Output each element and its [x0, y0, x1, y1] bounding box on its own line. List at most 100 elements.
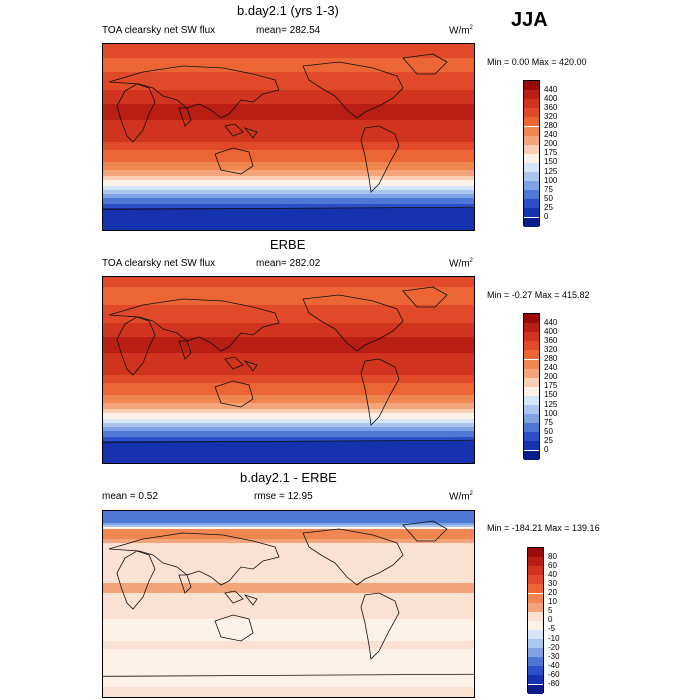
- colorbar-tick-label: 240: [544, 363, 558, 373]
- zonal-band: [103, 383, 474, 386]
- zonal-band: [103, 455, 474, 458]
- colorbar-swatch: [524, 323, 539, 333]
- zonal-band: [103, 341, 474, 344]
- zonal-band: [103, 164, 474, 167]
- colorbar-tick-label: 440: [544, 317, 558, 327]
- zonal-band: [103, 687, 474, 690]
- zonal-band: [103, 387, 474, 390]
- colorbar-swatch: [528, 548, 543, 558]
- zonal-band: [103, 54, 474, 57]
- zonal-band: [103, 226, 474, 229]
- colorbar-swatch: [524, 432, 539, 442]
- colorbar-swatch: [528, 602, 543, 612]
- colorbar-swatch: [528, 666, 543, 676]
- zonal-band: [103, 679, 474, 682]
- antarctic-coastline: [103, 673, 474, 677]
- colorbar-tick-label: 200: [544, 372, 558, 382]
- zonal-band: [103, 369, 474, 372]
- zonal-band: [103, 361, 474, 364]
- colorbar-swatch: [528, 593, 543, 603]
- zonal-band: [103, 621, 474, 624]
- zonal-band: [103, 313, 474, 316]
- coastline: [108, 298, 280, 352]
- panel-1-unit: W/m2: [449, 25, 473, 37]
- zonal-band: [103, 44, 474, 47]
- zonal-band: [103, 281, 474, 284]
- zonal-band: [103, 639, 474, 642]
- zonal-band: [103, 663, 474, 666]
- zonal-band: [103, 605, 474, 608]
- zonal-band: [103, 689, 474, 692]
- zonal-band: [103, 311, 474, 314]
- colorbar-tick-label: 5: [548, 606, 553, 616]
- zonal-band: [103, 287, 474, 290]
- zonal-band: [103, 138, 474, 141]
- zonal-band: [103, 405, 474, 408]
- zonal-band: [103, 685, 474, 688]
- zonal-band: [103, 160, 474, 163]
- colorbar-swatch: [524, 423, 539, 433]
- colorbar-swatch: [528, 648, 543, 658]
- zonal-band: [103, 154, 474, 157]
- zonal-band: [103, 88, 474, 91]
- colorbar-tick-label: 30: [548, 578, 557, 588]
- zonal-band: [103, 182, 474, 185]
- zonal-band: [103, 561, 474, 564]
- antarctic-coastline: [103, 439, 474, 443]
- zonal-band: [103, 142, 474, 145]
- zonal-band: [103, 589, 474, 592]
- zonal-band: [103, 170, 474, 173]
- zonal-band: [103, 156, 474, 159]
- coastline: [360, 125, 400, 193]
- colorbar-swatch: [524, 153, 539, 163]
- colorbar-tick-label: 75: [544, 184, 553, 194]
- zonal-band: [103, 317, 474, 320]
- zonal-band: [103, 581, 474, 584]
- zonal-band: [103, 357, 474, 360]
- zonal-band: [103, 425, 474, 428]
- zonal-band: [103, 517, 474, 520]
- colorbar-tick-label: 175: [544, 148, 558, 158]
- zonal-band: [103, 82, 474, 85]
- zonal-band: [103, 367, 474, 370]
- zonal-band: [103, 214, 474, 217]
- zonal-band: [103, 46, 474, 49]
- colorbar-swatch: [524, 190, 539, 200]
- panel-3-title: b.day2.1 - ERBE: [240, 470, 337, 485]
- colorbar-swatch: [528, 611, 543, 621]
- zonal-band: [103, 158, 474, 161]
- zonal-band: [103, 611, 474, 614]
- colorbar-swatch: [524, 208, 539, 218]
- colorbar-swatch: [528, 575, 543, 585]
- colorbar-tick-label: 360: [544, 335, 558, 345]
- zonal-band: [103, 228, 474, 230]
- zonal-band: [103, 108, 474, 111]
- colorbar-tick-label: -20: [548, 642, 560, 652]
- zonal-band: [103, 391, 474, 394]
- zonal-band: [103, 56, 474, 59]
- zonal-band: [103, 667, 474, 670]
- colorbar-swatch: [528, 684, 543, 694]
- zonal-band: [103, 533, 474, 536]
- zonal-band: [103, 204, 474, 207]
- zonal-band: [103, 681, 474, 684]
- zonal-band: [103, 196, 474, 199]
- zonal-band: [103, 665, 474, 668]
- zonal-band: [103, 423, 474, 426]
- zonal-band: [103, 645, 474, 648]
- zonal-band: [103, 395, 474, 398]
- zonal-band: [103, 457, 474, 460]
- zonal-band: [103, 397, 474, 400]
- zonal-band: [103, 200, 474, 203]
- zonal-band: [103, 531, 474, 534]
- zonal-band: [103, 60, 474, 63]
- coastline: [116, 316, 156, 376]
- colorbar-swatch: [524, 181, 539, 191]
- zonal-band: [103, 363, 474, 366]
- zonal-band: [103, 349, 474, 352]
- zonal-band: [103, 411, 474, 414]
- colorbar-tick-label: -10: [548, 633, 560, 643]
- zonal-band: [103, 72, 474, 75]
- panel-3-map: [102, 510, 475, 698]
- zonal-band: [103, 112, 474, 115]
